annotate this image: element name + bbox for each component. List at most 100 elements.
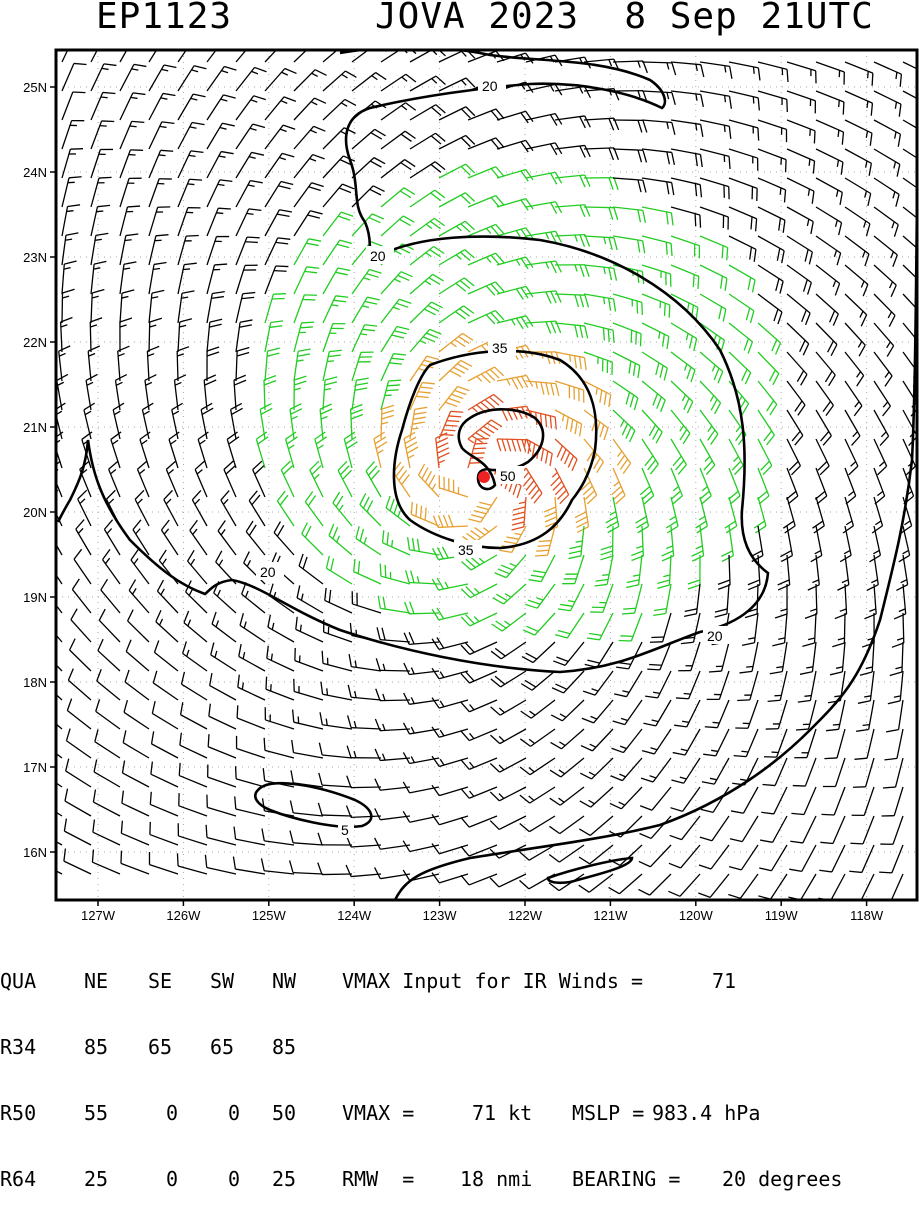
wind-barb	[120, 318, 132, 352]
wind-barb	[676, 671, 700, 699]
wind-barb	[754, 497, 766, 533]
wind-barb	[823, 758, 845, 786]
wind-barb	[324, 619, 352, 642]
wind-barb	[787, 381, 805, 415]
wind-barb	[788, 874, 816, 900]
wind-barb	[322, 651, 352, 671]
wind-analysis-map: 20 20 20 20 35 35 50 5 25N24N23N22N21N20…	[0, 0, 919, 1014]
wind-barb	[662, 526, 674, 561]
wind-barb	[816, 381, 833, 416]
r34-row: R34 85 65 65 85	[0, 1036, 919, 1058]
wind-barb	[265, 210, 292, 236]
wind-barb	[642, 381, 665, 412]
wind-barb	[62, 92, 85, 120]
wind-barb	[76, 520, 91, 555]
wind-barb	[352, 158, 385, 178]
wind-barb	[294, 126, 325, 149]
wind-barb	[236, 152, 264, 178]
wind-barb	[129, 580, 149, 613]
wind-barb	[700, 410, 718, 444]
wind-barb	[700, 381, 721, 414]
wind-barb	[207, 795, 236, 816]
wind-barb	[439, 107, 475, 120]
lat-label: 24N	[23, 165, 47, 180]
wind-barb	[295, 648, 323, 671]
wind-barb	[62, 289, 75, 323]
wind-barb	[236, 237, 260, 265]
wind-barb	[551, 468, 569, 504]
wind-barb	[294, 211, 323, 236]
wind-barb	[91, 92, 115, 120]
wind-barb	[874, 149, 900, 177]
wind-barb	[207, 319, 222, 352]
wind-barb	[326, 556, 352, 584]
wind-barb	[325, 588, 352, 613]
wind-barb	[641, 758, 671, 782]
wind-barb	[729, 323, 752, 354]
wind-barb	[729, 236, 756, 262]
wind-barb	[729, 120, 759, 141]
lon-label: 127W	[81, 908, 116, 923]
wind-barb	[613, 439, 631, 474]
wind-barb	[125, 670, 149, 700]
wind-barb	[613, 236, 645, 253]
r64-ne: 25	[84, 1168, 148, 1190]
lat-label: 17N	[23, 760, 47, 775]
wind-barb	[758, 178, 786, 202]
wind-barb	[497, 199, 533, 211]
wind-barb	[856, 700, 874, 731]
wind-barb	[323, 324, 345, 352]
r50-ne: 55	[84, 1102, 148, 1124]
wind-barb	[614, 671, 642, 697]
wind-barb	[787, 352, 807, 385]
wind-barb	[461, 613, 497, 626]
wind-barb	[381, 216, 414, 236]
wind-barb	[182, 672, 207, 700]
wind-barb	[366, 462, 381, 497]
quadrant-header-label: QUA	[0, 970, 84, 992]
wind-barb	[529, 555, 555, 582]
wind-barb	[492, 613, 526, 631]
wind-barb	[587, 613, 613, 640]
wind-barb	[178, 291, 194, 323]
r34-label: R34	[0, 1036, 84, 1058]
wind-barb	[439, 164, 475, 178]
wind-barb	[299, 554, 323, 584]
wind-barb	[439, 360, 472, 381]
wind-barb	[352, 44, 386, 62]
wind-barb	[121, 821, 149, 845]
wind-barb	[870, 526, 881, 562]
wind-barb	[882, 787, 903, 816]
wind-barb	[39, 698, 62, 729]
wind-barb	[178, 319, 192, 352]
wind-barb	[590, 584, 613, 612]
contour-label-20-north: 20	[482, 78, 498, 94]
wind-barb	[700, 207, 728, 230]
wind-barb	[874, 294, 895, 327]
wind-barb	[700, 439, 715, 475]
contour-20-east	[395, 52, 917, 900]
wind-barb	[729, 178, 757, 201]
wind-barb	[99, 609, 120, 642]
wind-barb	[700, 149, 730, 169]
wind-barb	[91, 205, 110, 236]
wind-barb	[758, 207, 785, 233]
wind-barb	[135, 490, 149, 526]
wind-barb	[732, 758, 758, 785]
wind-barb	[206, 825, 236, 845]
wind-barb	[120, 178, 142, 207]
wind-barb	[761, 787, 787, 814]
wind-barb	[822, 787, 845, 815]
wind-barb	[404, 663, 439, 674]
contour-label-35-south: 35	[458, 542, 474, 558]
wind-barb	[209, 704, 236, 729]
wind-barb	[181, 702, 207, 729]
wind-barb	[188, 550, 207, 584]
r34-se: 65	[148, 1036, 210, 1058]
wind-barb	[235, 796, 265, 816]
wind-barb	[439, 193, 475, 207]
wind-barb	[874, 323, 894, 357]
wind-barb	[707, 671, 729, 699]
wind-barb	[874, 265, 896, 297]
wind-barb	[549, 816, 584, 834]
